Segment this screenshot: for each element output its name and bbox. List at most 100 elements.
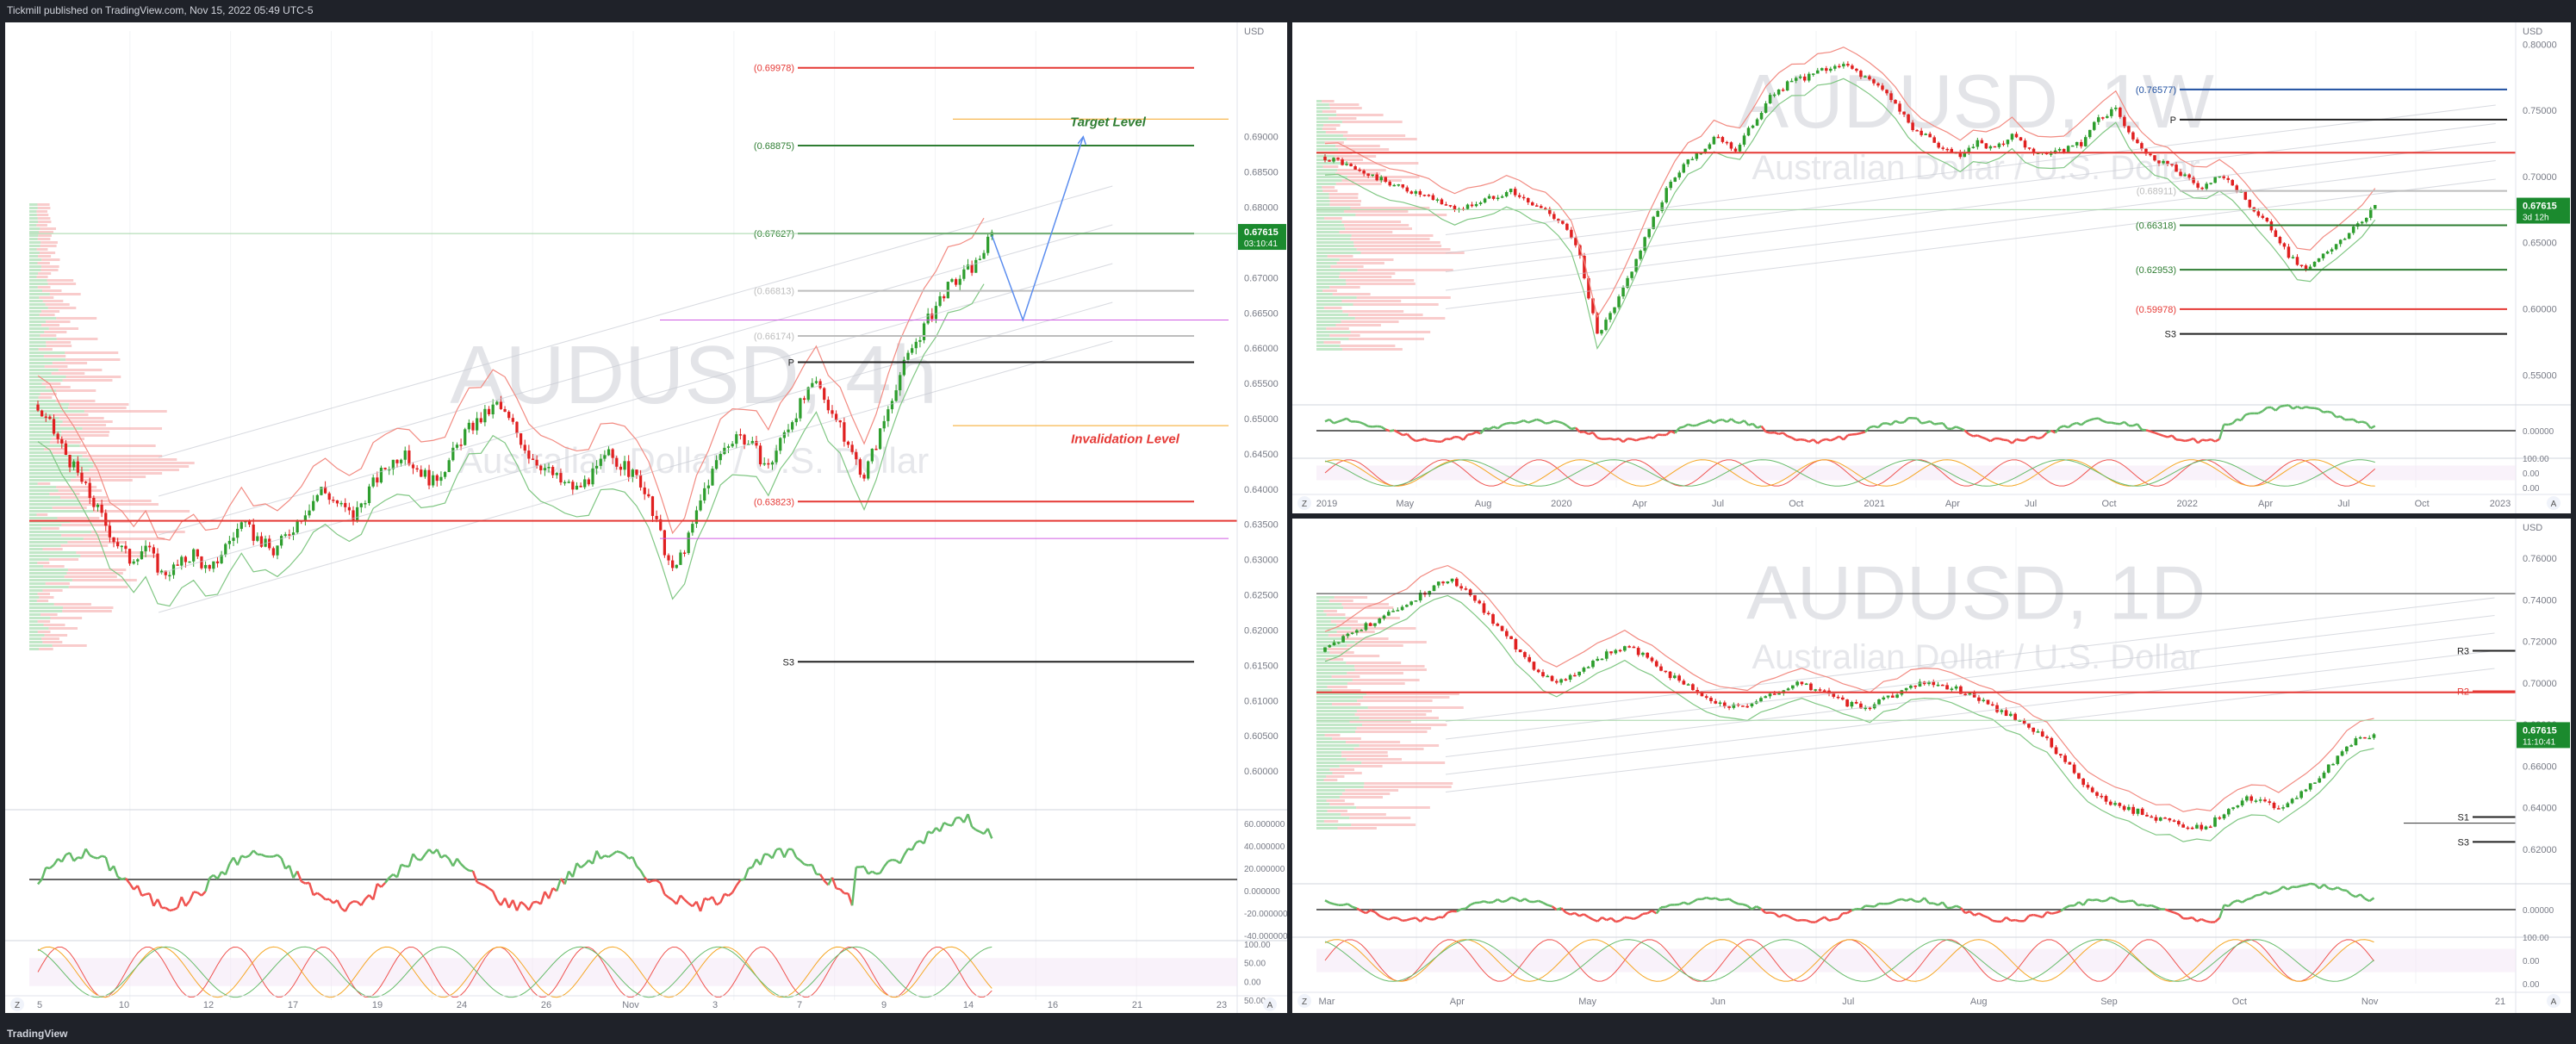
- zoom-button[interactable]: [1297, 994, 1311, 1008]
- oscillator-segment: [807, 863, 812, 867]
- oscillator-segment: [583, 859, 590, 866]
- candle-body: [240, 522, 243, 529]
- oscillator-segment: [2150, 430, 2156, 434]
- candle-body: [1712, 136, 1716, 145]
- volume-profile-bar-down: [60, 544, 109, 547]
- candle-body: [1583, 255, 1586, 279]
- volume-profile-bar-up: [1316, 823, 1352, 826]
- level-label: (0.68875): [754, 141, 794, 152]
- oscillator-segment: [1633, 916, 1640, 920]
- candle-body: [1845, 699, 1849, 707]
- footer-bar: TradingView: [0, 1023, 2576, 1044]
- volume-profile-bar-down: [39, 314, 55, 316]
- auto-scale-button[interactable]: [1263, 997, 1277, 1011]
- volume-profile-bar-down: [1329, 334, 1360, 337]
- volume-profile-bar-up: [1316, 169, 1338, 171]
- candle-body: [2256, 211, 2261, 216]
- chart-panel-1d[interactable]: AUDUSD, 1D Australian Dollar / U.S. Dolla…: [1292, 519, 2571, 1013]
- volume-profile-bar-down: [38, 348, 53, 351]
- candle-body: [1634, 258, 1638, 272]
- oscillator-segment: [2332, 886, 2338, 891]
- candle-body: [283, 534, 287, 537]
- candle-body: [2110, 109, 2113, 116]
- candle-body: [1954, 686, 1958, 689]
- volume-profile-bar-up: [1316, 134, 1343, 137]
- oscillator-segment: [360, 898, 366, 906]
- volume-profile-bar-down: [1363, 786, 1452, 788]
- volume-profile-bar-down: [48, 558, 79, 561]
- candle-body: [1627, 646, 1631, 648]
- candle-body: [1993, 146, 1997, 148]
- oscillator-segment: [2102, 419, 2108, 424]
- volume-profile-bar-down: [38, 272, 52, 275]
- stochastic-tick-label: 50.00: [1244, 997, 1266, 1006]
- candle-body: [1920, 130, 1923, 135]
- time-tick-label: 12: [203, 1000, 214, 1010]
- volume-profile-bar-down: [65, 358, 121, 361]
- volume-profile-bar-down: [1341, 348, 1403, 351]
- oscillator-segment: [1706, 896, 1712, 900]
- zoom-button[interactable]: [1297, 496, 1311, 510]
- candle-body: [1714, 700, 1718, 704]
- volume-profile-bar-up: [29, 386, 47, 388]
- volume-profile-bar-down: [37, 238, 51, 240]
- chart-panel-4h[interactable]: AUDUSD, 4hAustralian Dollar / U.S. Dolla…: [5, 22, 1287, 1013]
- candle-body: [471, 422, 475, 431]
- oscillator-segment: [2350, 893, 2356, 898]
- lower-band-line: [1324, 78, 2376, 350]
- volume-profile-bar-up: [1316, 186, 1322, 189]
- zoom-button[interactable]: [10, 997, 24, 1011]
- candle-body: [2079, 141, 2083, 146]
- upper-band-line: [1324, 47, 2376, 319]
- candle-body: [1450, 578, 1454, 582]
- oscillator-segment: [1571, 426, 1577, 431]
- volume-profile-bar-down: [42, 589, 63, 592]
- candle-body: [1368, 623, 1372, 626]
- volume-profile-bar-down: [36, 600, 49, 602]
- oscillator-segment: [2236, 418, 2242, 422]
- volume-profile-bar-up: [29, 320, 47, 323]
- volume-profile-bar-down: [49, 493, 80, 495]
- candle-body: [2200, 187, 2204, 190]
- volume-profile-bar-up: [1316, 675, 1332, 678]
- candle-body: [2149, 153, 2152, 156]
- candle-body: [1982, 699, 1986, 701]
- time-tick-label: 7: [797, 1000, 802, 1010]
- oscillator-segment: [2174, 911, 2180, 916]
- oscillator-segment: [395, 864, 402, 878]
- candle-body: [2222, 176, 2225, 178]
- oscillator-segment: [1551, 905, 1558, 911]
- candle-body: [359, 503, 363, 507]
- oscillator-segment: [141, 892, 146, 897]
- candle-body: [1785, 81, 1789, 91]
- candle-body: [551, 467, 555, 475]
- oscillator-segment: [1471, 431, 1478, 436]
- candle-body: [1890, 695, 1895, 698]
- volume-profile-bar-up: [1316, 127, 1322, 130]
- oscillator-segment: [1808, 438, 1814, 443]
- volume-profile-bar-up: [29, 610, 63, 612]
- candle-body: [2010, 134, 2014, 140]
- volume-profile-bar-down: [1341, 751, 1388, 754]
- oscillator-segment: [1637, 912, 1644, 918]
- oscillator-segment: [280, 857, 287, 869]
- auto-scale-button[interactable]: [2547, 994, 2560, 1008]
- volume-profile-bar-up: [1316, 789, 1346, 792]
- candle-body: [188, 561, 191, 563]
- volume-profile-bar-down: [1349, 817, 1411, 819]
- auto-scale-button[interactable]: [2547, 496, 2560, 510]
- volume-profile-bar-up: [1316, 620, 1331, 623]
- oscillator-segment: [1796, 918, 1802, 922]
- price-tick-label: 0.76000: [2523, 554, 2557, 564]
- candle-body: [376, 477, 379, 483]
- volume-profile-bar-up: [1316, 651, 1330, 654]
- candle-body: [1355, 630, 1359, 633]
- candle-body: [818, 381, 822, 388]
- tradingview-logo[interactable]: TradingView: [7, 1028, 68, 1040]
- oscillator-segment: [165, 906, 171, 912]
- chart-svg-4h: AUDUSD, 4hAustralian Dollar / U.S. Dolla…: [5, 22, 1287, 1013]
- chart-panel-1w[interactable]: AUDUSD, 1W Australian Dollar / U.S. Dolla…: [1292, 22, 2571, 513]
- candle-body: [1781, 89, 1785, 91]
- volume-profile-bar-up: [1316, 317, 1355, 320]
- oscillator-tick-label: 0.00000: [2523, 906, 2554, 916]
